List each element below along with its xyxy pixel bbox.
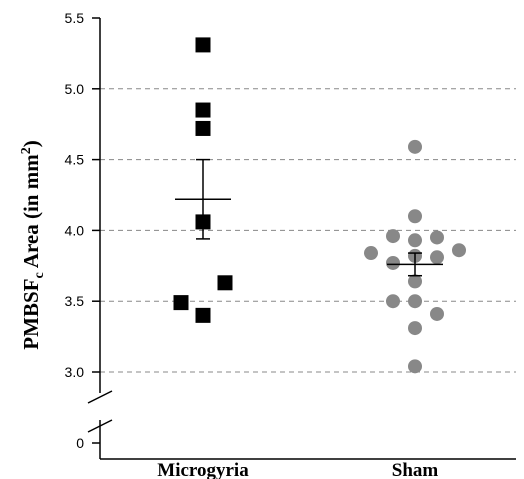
data-point-circle xyxy=(452,243,466,258)
data-point-square xyxy=(195,307,211,323)
data-point-circle xyxy=(386,255,400,270)
data-point-square xyxy=(217,275,233,291)
y-label-prefix: PMBSF xyxy=(19,279,43,350)
data-point-circle xyxy=(408,274,422,289)
x-category-label: Sham xyxy=(392,460,439,479)
y-label-subscript: c xyxy=(32,272,47,278)
grid-lines xyxy=(100,88,516,373)
y-tick-label: 4.5 xyxy=(65,152,85,168)
y-tick-label: 3.0 xyxy=(65,364,85,380)
error-bars xyxy=(175,158,443,277)
y-tick-label: 3.5 xyxy=(65,293,85,309)
data-point-circle xyxy=(408,139,422,154)
data-point-circle xyxy=(430,230,444,245)
axis-break-mark-upper xyxy=(87,390,113,404)
y-axis-label: PMBSFc Area (in mm2) xyxy=(19,140,47,349)
data-point-circle xyxy=(364,246,378,261)
data-point-circle xyxy=(408,233,422,248)
data-marks xyxy=(173,37,466,374)
data-point-circle xyxy=(408,294,422,309)
y-tick-label: 5.0 xyxy=(65,81,85,97)
y-label-suffix: ) xyxy=(19,140,43,147)
data-point-circle xyxy=(430,306,444,321)
data-point-circle xyxy=(386,294,400,309)
data-point-circle xyxy=(430,250,444,265)
data-point-square xyxy=(195,102,211,118)
y-ticks: 0 3.0 3.5 4.0 4.5 5.0 5.5 xyxy=(65,10,100,451)
y-tick-label: 0 xyxy=(76,435,84,451)
y-tick-label: 5.5 xyxy=(65,10,85,26)
data-point-square xyxy=(195,37,211,53)
data-point-square xyxy=(195,120,211,136)
axis-break-mark-lower xyxy=(87,419,113,433)
y-tick-label: 4.0 xyxy=(65,222,85,238)
data-point-circle xyxy=(408,321,422,336)
data-point-square xyxy=(173,295,189,311)
data-point-circle xyxy=(386,229,400,244)
x-category-label: Microgyria xyxy=(157,460,249,479)
x-category-labels: Microgyria Sham xyxy=(157,460,438,479)
axes xyxy=(87,18,516,460)
data-point-circle xyxy=(408,359,422,374)
y-label-superscript: 2 xyxy=(19,147,34,154)
y-label-middle: Area (in mm xyxy=(19,154,43,273)
data-point-circle xyxy=(408,209,422,224)
